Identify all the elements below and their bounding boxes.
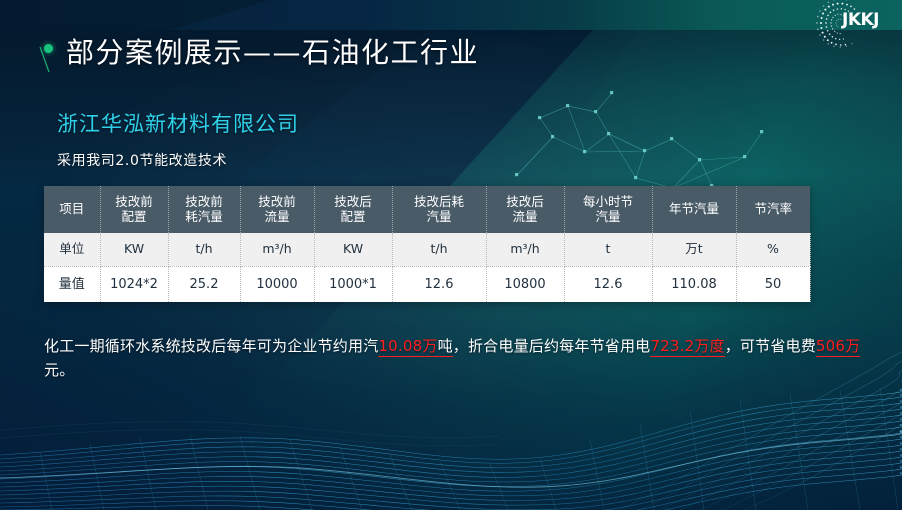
header-line: 技改前 [185,193,223,209]
table-header-row: 项目 技改前 配置 技改前 耗汽量 技改前 流量 技改后 配置 技改后耗 汽量 技改后 流量… [44,186,810,233]
header-line: 汽量 [595,208,621,224]
header-line: 配置 [340,208,366,224]
data-table-container: 项目 技改前 配置 技改前 耗汽量 技改前 流量 技改后 配置 技改后耗 汽量 技改后 流量… [44,186,811,302]
statement-segment: ，可节省电费 [724,337,816,355]
header-line: 耗汽量 [185,208,223,224]
table-row: 单位 KW t/h m³/h KW t/h m³/h t 万t % [44,233,811,267]
header-line: 技改后 [334,193,372,209]
page-title: 部分案例展示——石油化工行业 [66,36,480,69]
table-header-cell: 技改后 流量 [486,186,565,233]
summary-statement: 化工一期循环水系统技改后每年可为企业节约用汽10.08万吨，折合电量后约每年节省… [44,334,864,383]
row-label: 单位 [44,233,101,267]
statement-segment: ，折合电量后约每年节省用电 [452,337,651,355]
table-header-cell: 技改前 配置 [100,186,169,233]
top-header-bar [0,0,902,30]
logo-wordmark: JKKJ [842,10,880,30]
technology-subtitle: 采用我司2.0节能改造技术 [57,153,228,169]
table-cell: t [564,233,653,267]
table-header-cell: 每小时节 汽量 [564,186,653,233]
energy-retrofit-comparison-table: 项目 技改前 配置 技改前 耗汽量 技改前 流量 技改后 配置 技改后耗 汽量 技改后 流量… [44,186,811,302]
header-line: 项目 [59,201,85,217]
highlight-cost-saving: 506万 [815,337,861,357]
header-line: 节汽率 [754,201,792,217]
table-header-cell: 节汽率 [736,186,810,233]
header-line: 技改前 [258,193,296,209]
row-label: 量值 [44,266,101,302]
highlight-steam-saving: 10.08万 [378,337,438,357]
table-cell: 12.6 [392,266,487,302]
table-cell: m³/h [240,233,315,267]
table-header-cell: 技改后耗 汽量 [392,186,487,233]
table-cell: t/h [392,233,487,267]
table-header-cell: 技改前 流量 [240,186,315,233]
table-cell: 1000*1 [314,266,393,302]
table-header-cell: 技改后 配置 [314,186,393,233]
table-header-cell: 技改前 耗汽量 [168,186,241,233]
statement-unit-ton: 吨 [437,337,453,357]
header-line: 配置 [121,208,147,224]
table-cell: 110.08 [652,266,737,302]
table-cell: 1024*2 [100,266,169,302]
header-line: 技改后 [506,193,544,209]
table-header-cell: 年节汽量 [652,186,737,233]
table-cell: t/h [168,233,241,267]
header-line: 技改前 [115,193,153,209]
header-line: 年节汽量 [668,201,719,217]
company-name: 浙江华泓新材料有限公司 [57,112,299,136]
table-row: 量值 1024*2 25.2 10000 1000*1 12.6 10800 1… [44,266,811,302]
table-cell: 10000 [240,266,315,302]
header-line: 流量 [512,208,538,224]
table-cell: 12.6 [564,266,653,302]
jkkj-logo: JKKJ [812,0,888,54]
highlight-power-saving: 723.2万度 [650,337,725,357]
table-cell: 25.2 [168,266,241,302]
statement-segment: 化工一期循环水系统技改后每年可为企业节约用汽 [44,337,379,355]
green-dot-marker-icon [44,44,53,53]
table-cell: 万t [652,233,737,267]
title-marker-leader [39,46,50,73]
table-cell: m³/h [486,233,565,267]
table-cell: 50 [736,266,811,302]
dotted-spiral-icon [816,0,856,48]
statement-segment: 元。 [44,361,75,380]
header-line: 技改后耗 [413,193,464,209]
table-header-cell: 项目 [44,186,101,233]
table-cell: % [736,233,811,267]
table-cell: KW [100,233,169,267]
header-line: 汽量 [426,208,452,224]
table-cell: 10800 [486,266,565,302]
header-line: 每小时节 [582,193,633,209]
header-line: 流量 [264,208,290,224]
table-cell: KW [314,233,393,267]
